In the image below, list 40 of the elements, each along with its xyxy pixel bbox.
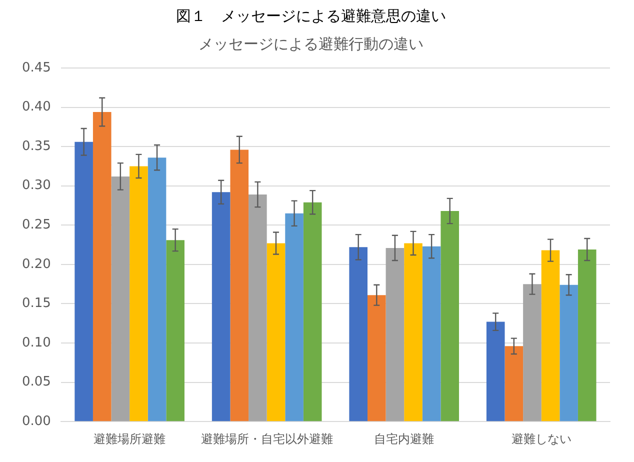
bar: [266, 243, 286, 422]
bar: [440, 211, 460, 422]
y-tick-label: 0.00: [22, 414, 51, 429]
y-tick-label: 0.45: [22, 60, 51, 76]
x-tick-label: 避難しない: [511, 432, 572, 446]
bar: [166, 240, 184, 422]
x-tick-label: 自宅内避難: [374, 432, 434, 446]
x-tick-label: 避難場所・自宅以外避難: [200, 432, 333, 446]
bar: [130, 166, 148, 422]
y-tick-label: 0.10: [22, 335, 51, 350]
bar: [523, 284, 542, 422]
y-tick-label: 0.30: [22, 178, 51, 194]
bar: [422, 246, 441, 422]
y-tick-label: 0.35: [22, 138, 51, 154]
bar: [248, 194, 267, 422]
bar: [212, 192, 230, 422]
bar: [504, 346, 524, 422]
bar: [230, 150, 249, 422]
y-tick-label: 0.20: [22, 256, 51, 272]
x-tick-label: 避難場所避難: [94, 432, 166, 446]
chart-subtitle: メッセージによる避難行動の違い: [198, 34, 424, 53]
bar: [560, 284, 578, 422]
y-tick-label: 0.05: [22, 374, 51, 390]
y-tick-label: 0.25: [22, 218, 51, 233]
bar: [74, 142, 93, 422]
bar: [303, 202, 322, 422]
bar: [349, 247, 368, 422]
y-tick-label: 0.40: [22, 100, 51, 115]
bar: [148, 158, 166, 422]
bar: [486, 322, 505, 422]
bar: [368, 295, 386, 422]
bar: [111, 176, 130, 422]
bar: [404, 243, 422, 422]
y-tick-label: 0.15: [22, 296, 51, 312]
bar: [541, 250, 560, 422]
bar: [285, 213, 304, 422]
bar: [386, 248, 404, 422]
chart-title: 図１ メッセージによる避難意思の違い: [176, 8, 446, 25]
bar: [578, 250, 596, 422]
bar: [92, 112, 112, 422]
